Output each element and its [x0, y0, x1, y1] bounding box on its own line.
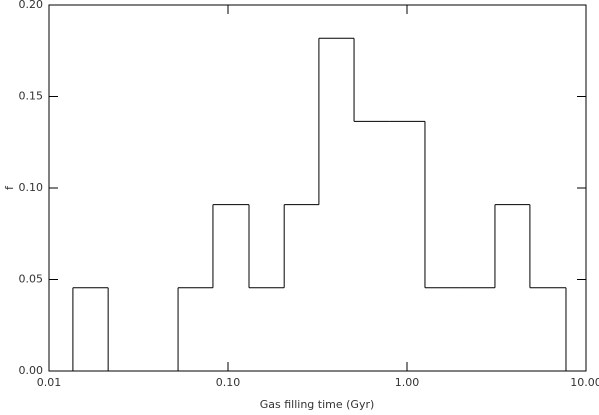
y-axis-label: f: [3, 185, 16, 190]
y-tick-label: 0.20: [19, 0, 44, 11]
x-tick-label: 10.00: [570, 376, 599, 389]
x-tick-label: 0.01: [37, 376, 62, 389]
y-tick-label: 0.15: [19, 90, 44, 103]
x-axis-label: Gas filling time (Gyr): [260, 398, 375, 411]
y-tick-label: 0.00: [19, 364, 44, 377]
plot-frame: [48, 4, 587, 372]
y-tick-label: 0.10: [19, 181, 44, 194]
y-tick-label: 0.05: [19, 273, 44, 286]
x-tick-label: 1.00: [395, 376, 420, 389]
x-tick-label: 0.10: [216, 376, 241, 389]
